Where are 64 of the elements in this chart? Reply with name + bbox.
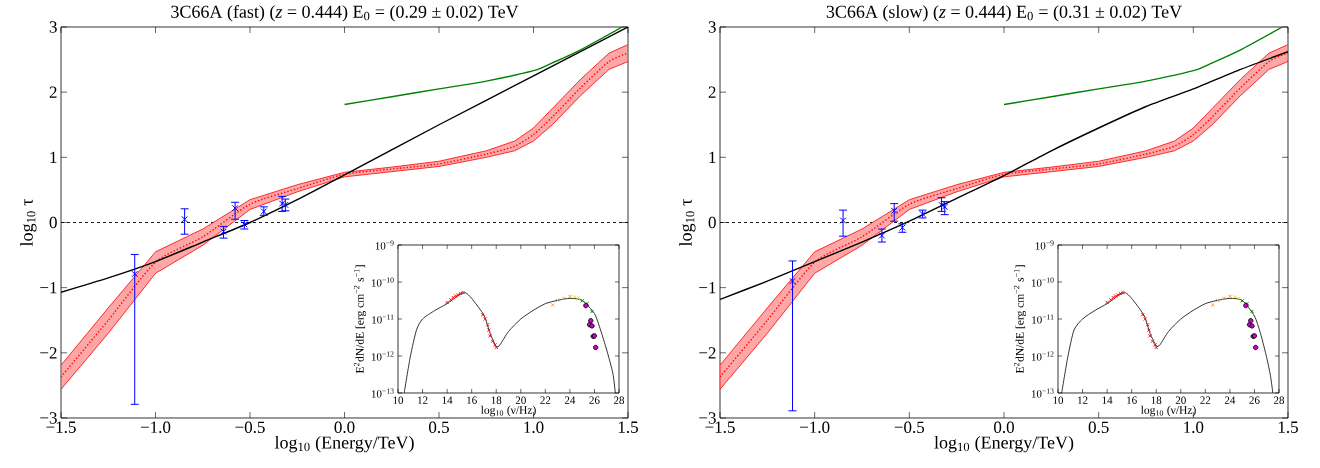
- y-tick-label: 10$^{−11}$: [372, 314, 394, 324]
- x-tick-label: 26: [1249, 396, 1260, 404]
- x-tick-label: 28: [1273, 396, 1285, 404]
- y-tick-label: 10$^{−12}$: [371, 351, 394, 361]
- x-tick-label: 1.5: [1278, 421, 1298, 433]
- x-tick-label: 22: [540, 396, 551, 404]
- y-tick-label: 3: [49, 21, 57, 33]
- chart-title: 3C66A (fast) (z = 0.444) E$_{0}$ = (0.29 ± 0.02) TeV: [171, 4, 519, 22]
- chart-title: 3C66A (slow) (z = 0.444) E$_{0}$ = (0.31 ± 0.02) TeV: [826, 5, 1182, 22]
- y-axis-title: log$_{10}$ τ: [20, 198, 37, 247]
- x-tick-label: 20: [515, 396, 526, 404]
- x-tick-label: 18: [1151, 396, 1162, 404]
- x-tick-label: 0.5: [1088, 421, 1109, 434]
- x-axis-title: log$_{10}$ (ν/Hz): [1140, 405, 1196, 417]
- x-tick-label: 16: [467, 396, 477, 404]
- x-tick-label: 10: [1053, 396, 1064, 404]
- x-tick-label: 1.0: [524, 421, 544, 434]
- x-tick-label: 16: [1127, 396, 1137, 404]
- y-tick-label: 10$^{−13}$: [1031, 388, 1054, 398]
- x-tick-label: 22: [1200, 396, 1211, 404]
- x-tick-label: 0.0: [994, 421, 1014, 434]
- y-tick-label: 2: [49, 86, 57, 98]
- y-tick-label: 10$^{−12}$: [1031, 351, 1054, 361]
- x-tick-label: 14: [1102, 396, 1113, 404]
- y-tick-label: −1: [40, 282, 57, 294]
- x-axis-title: log$_{10}$ (ν/Hz): [480, 405, 536, 417]
- x-axis-title: log$_{10}$ (Energy/TeV): [274, 435, 414, 453]
- x-tick-label: 26: [589, 396, 600, 404]
- y-tick-label: 10$^{−9}$: [1035, 240, 1054, 250]
- x-tick-label: 14: [442, 396, 453, 404]
- x-axis-title: log$_{10}$ (Energy/TeV): [934, 435, 1074, 453]
- y-tick-label: 3: [708, 21, 716, 33]
- x-tick-label: 0.5: [429, 421, 449, 434]
- x-tick-label: 20: [1175, 396, 1186, 404]
- y-tick-label: 10$^{−9}$: [375, 240, 394, 250]
- y-tick-label: 10$^{−10}$: [371, 277, 394, 287]
- x-tick-label: −1.0: [140, 421, 171, 434]
- y-tick-label: 1: [50, 151, 57, 163]
- x-tick-label: 1.5: [618, 421, 638, 433]
- y-tick-label: 1: [709, 151, 716, 163]
- y-axis-title: log$_{10}$ τ: [679, 198, 696, 247]
- y-tick-label: 0: [49, 216, 57, 229]
- y-tick-label: 10$^{−13}$: [371, 388, 394, 398]
- y-tick-label: −2: [699, 347, 716, 359]
- x-tick-label: −0.5: [235, 421, 265, 434]
- x-tick-label: 12: [1078, 396, 1088, 404]
- x-tick-label: −0.5: [894, 421, 925, 434]
- x-tick-label: 18: [491, 396, 502, 404]
- y-axis-title: E$^{2}$dN/dE [erg cm$^{−2}$ s$^{−1}$]: [1013, 265, 1027, 374]
- y-tick-label: 10$^{−10}$: [1031, 277, 1054, 287]
- y-tick-label: −2: [40, 347, 57, 359]
- y-tick-label: −1: [699, 282, 716, 294]
- y-axis-title: E$^{2}$dN/dE [erg cm$^{−2}$ s$^{−1}$]: [353, 265, 367, 374]
- x-tick-label: 1.0: [1184, 421, 1204, 434]
- x-tick-label: 0.0: [334, 421, 355, 434]
- y-tick-label: 0: [708, 216, 716, 229]
- x-tick-label: −1.0: [800, 421, 830, 434]
- x-tick-label: 28: [613, 396, 625, 404]
- x-tick-label: 24: [1224, 396, 1236, 404]
- y-tick-label: 2: [708, 86, 716, 98]
- x-tick-label: 12: [418, 396, 428, 404]
- x-tick-label: 10: [393, 396, 404, 404]
- x-tick-label: 24: [564, 396, 576, 404]
- y-tick-label: 10$^{−11}$: [1032, 314, 1054, 324]
